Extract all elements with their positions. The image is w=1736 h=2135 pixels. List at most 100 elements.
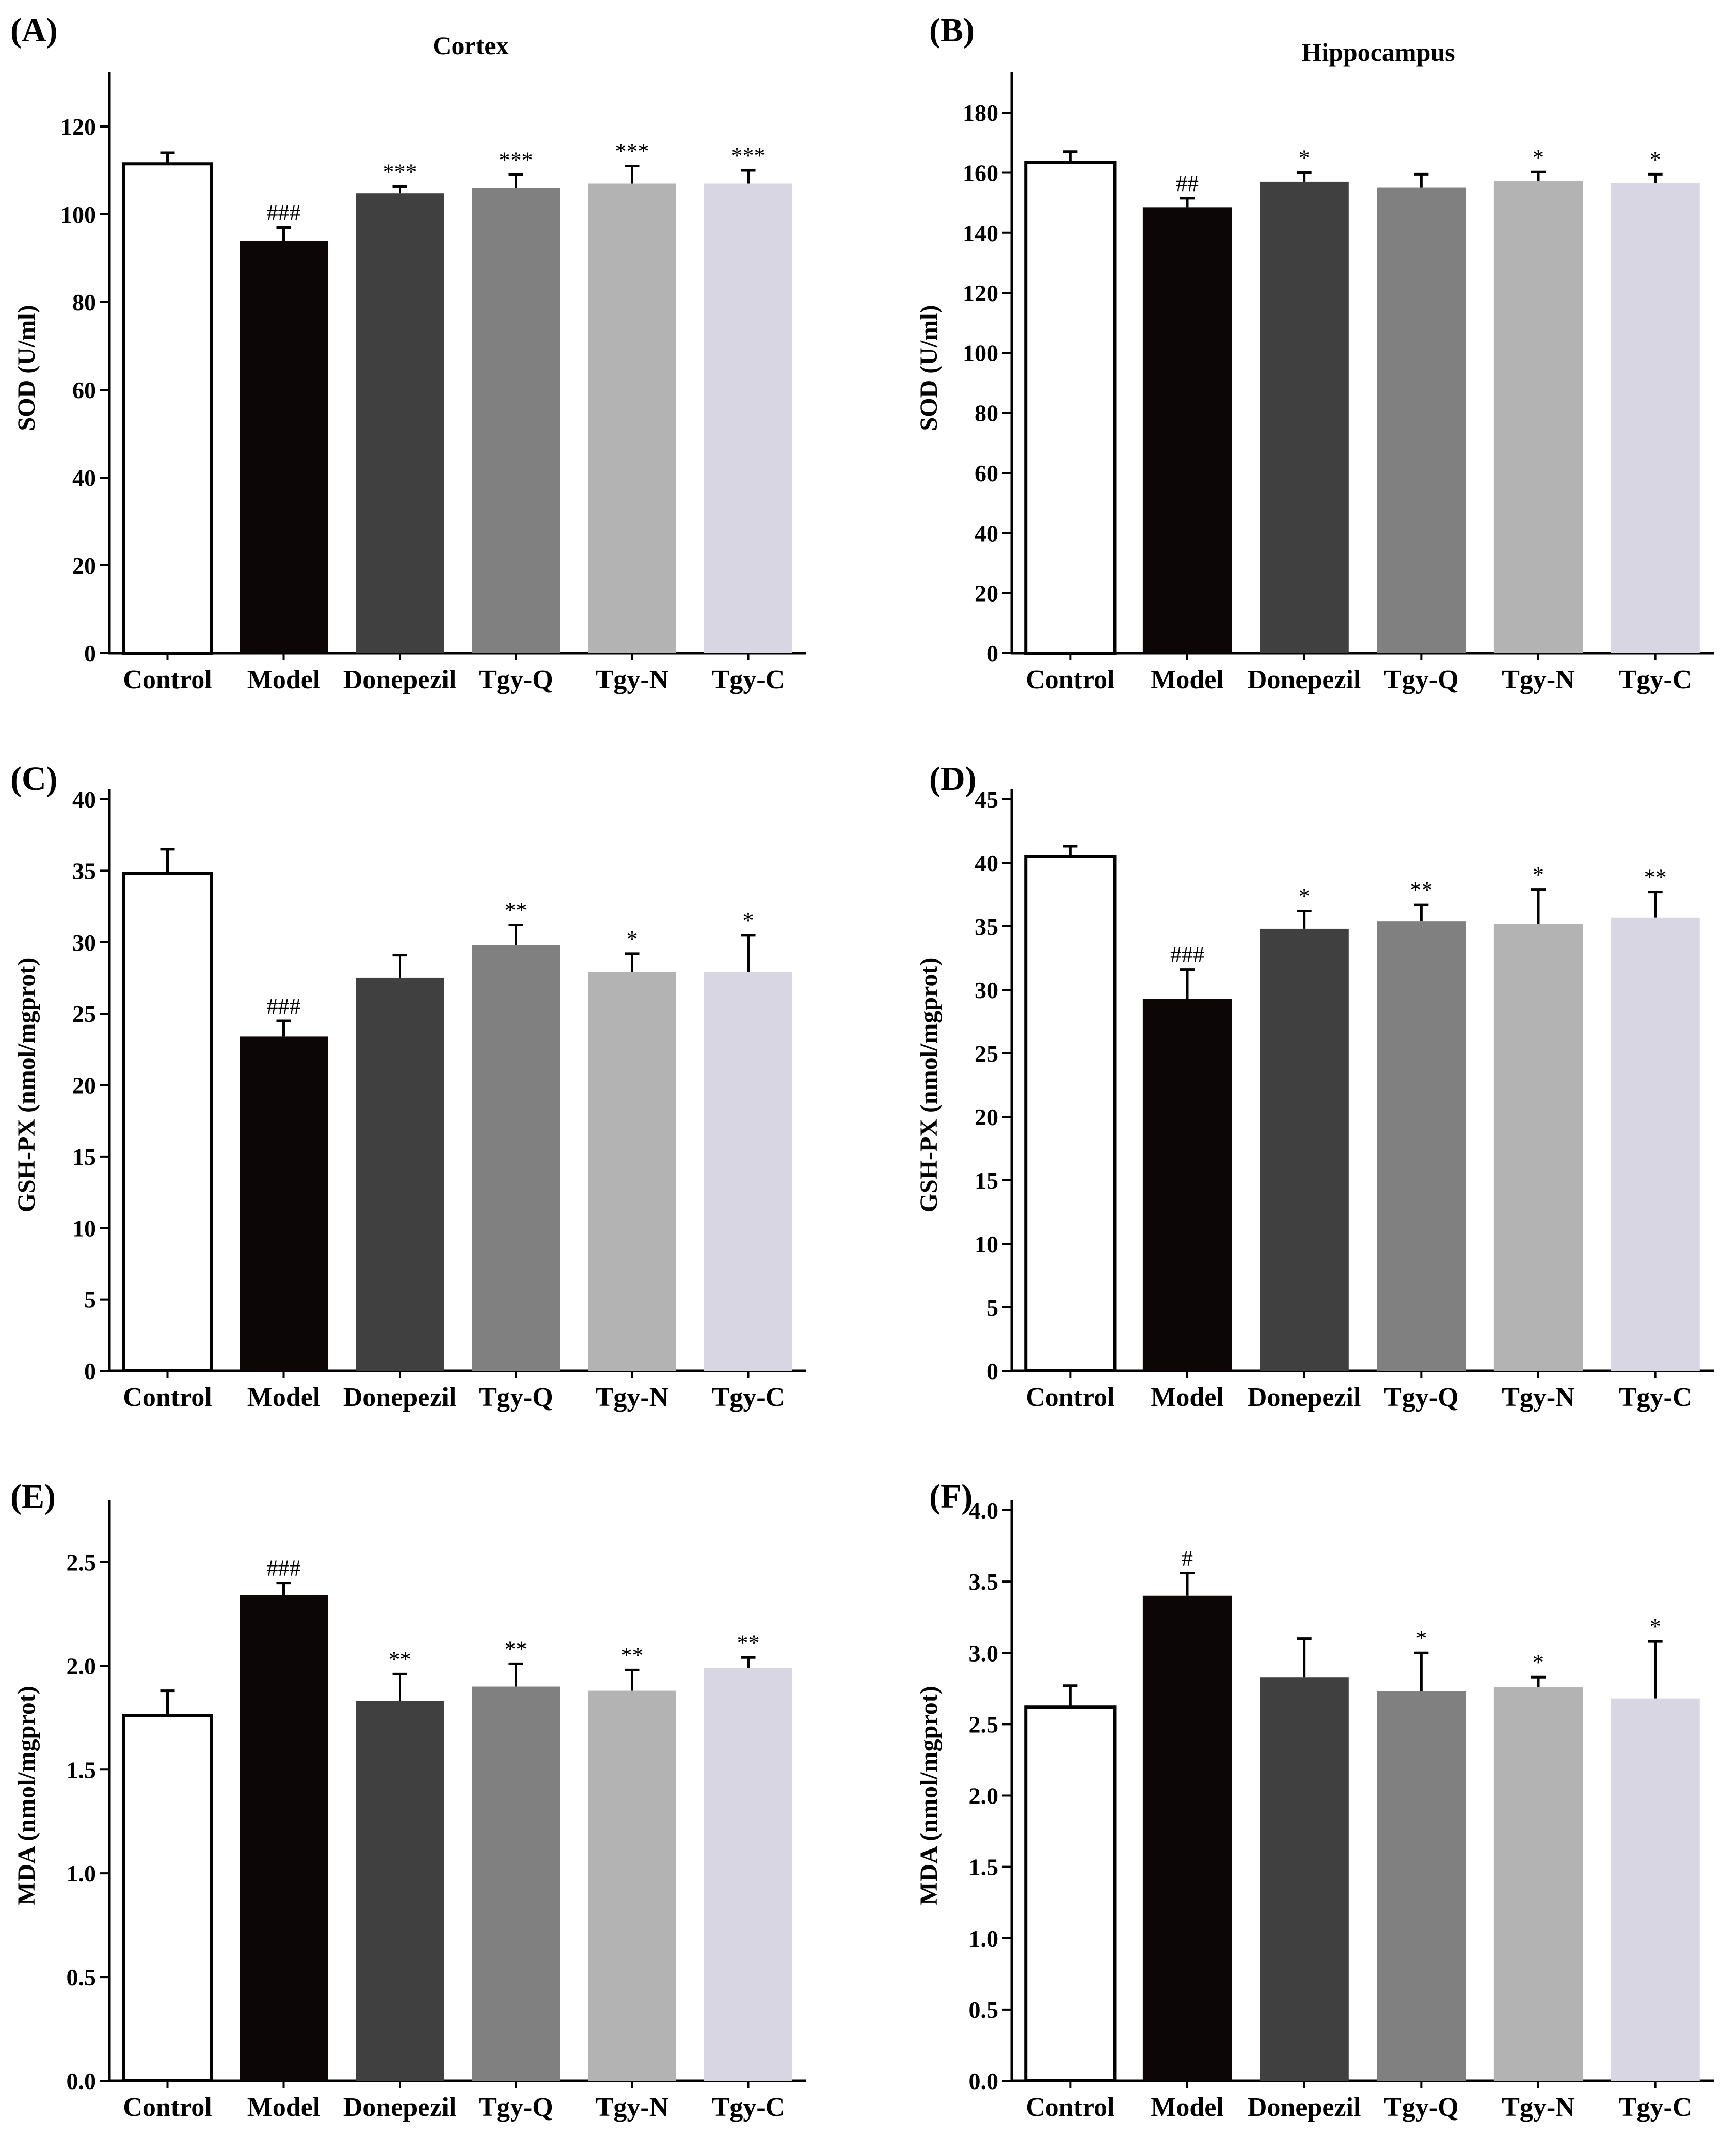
bar-f-tgy-n (1493, 1687, 1583, 2081)
bar-e-model (240, 1595, 328, 2081)
significance-label-f: * (1650, 1614, 1661, 1639)
x-tick-label-a: Control (123, 665, 212, 694)
y-tick-label-a: 60 (72, 377, 96, 403)
significance-label-b: * (1533, 145, 1544, 170)
y-tick-label-f: 0.5 (969, 1997, 999, 2023)
y-tick-label-c: 20 (72, 1072, 96, 1099)
x-tick-label-b: Tgy-Q (1384, 665, 1458, 694)
significance-label-a: *** (499, 148, 533, 173)
y-tick-label-b: 20 (975, 580, 998, 607)
bar-b-tgy-n (1493, 181, 1583, 653)
y-tick-label-d: 10 (975, 1231, 998, 1257)
y-tick-label-c: 10 (72, 1215, 96, 1241)
panel-label-f: (F) (929, 1478, 973, 1515)
y-tick-label-f: 2.5 (969, 1711, 999, 1737)
bar-b-tgy-q (1377, 187, 1466, 654)
bar-d-donepezil (1260, 928, 1349, 1371)
significance-label-c: * (627, 926, 638, 952)
bar-b-donepezil (1260, 181, 1349, 654)
significance-label-d: * (1533, 862, 1544, 888)
y-tick-label-e: 0.0 (67, 2068, 97, 2094)
significance-label-d: ** (1410, 877, 1432, 903)
significance-label-b: * (1650, 147, 1661, 172)
x-tick-label-e: Tgy-Q (479, 2093, 553, 2122)
x-tick-label-c: Tgy-N (596, 1383, 669, 1412)
bar-b-model (1142, 207, 1232, 654)
bar-a-donepezil (356, 193, 444, 653)
bar-c-tgy-q (472, 945, 560, 1371)
x-tick-label-a: Donepezil (343, 665, 457, 694)
x-tick-label-c: Model (247, 1383, 321, 1412)
x-tick-label-b: Model (1151, 665, 1224, 694)
significance-label-c: ** (505, 898, 528, 923)
panel-label-e: (E) (10, 1478, 56, 1515)
y-tick-label-c: 0 (84, 1358, 96, 1384)
significance-label-b: * (1299, 145, 1310, 170)
y-tick-label-e: 0.5 (67, 1964, 97, 1990)
y-tick-label-b: 140 (963, 220, 998, 246)
y-tick-label-d: 30 (975, 977, 998, 1003)
x-tick-label-a: Tgy-C (712, 665, 785, 694)
x-tick-label-f: Model (1151, 2093, 1224, 2122)
panel-label-b: (B) (929, 11, 975, 49)
significance-label-f: # (1182, 1546, 1193, 1571)
x-tick-label-c: Tgy-C (712, 1383, 785, 1412)
y-tick-label-a: 120 (60, 114, 96, 140)
bar-d-tgy-c (1611, 917, 1700, 1371)
x-tick-label-d: Tgy-C (1619, 1383, 1692, 1412)
x-tick-label-a: Model (247, 665, 321, 694)
significance-label-e: ** (505, 1636, 528, 1662)
y-tick-label-b: 120 (963, 280, 998, 306)
x-tick-label-d: Tgy-Q (1384, 1383, 1458, 1412)
y-tick-label-f: 4.0 (969, 1497, 999, 1524)
bar-a-model (240, 241, 328, 653)
bar-e-tgy-c (704, 1668, 792, 2081)
bar-c-donepezil (356, 977, 444, 1371)
y-tick-label-d: 20 (975, 1104, 998, 1130)
y-tick-label-b: 80 (975, 400, 998, 426)
bar-e-donepezil (356, 1701, 444, 2081)
panel-label-d: (D) (929, 760, 977, 798)
y-tick-label-d: 35 (975, 913, 998, 940)
y-tick-label-a: 80 (72, 289, 96, 315)
y-tick-label-b: 100 (963, 340, 998, 366)
x-tick-label-d: Donepezil (1248, 1383, 1361, 1412)
x-tick-label-d: Tgy-N (1502, 1383, 1575, 1412)
bar-a-tgy-c (704, 183, 792, 653)
y-tick-label-c: 15 (72, 1144, 96, 1170)
y-tick-label-d: 25 (975, 1040, 998, 1067)
y-tick-label-f: 2.0 (969, 1783, 999, 1809)
bar-d-tgy-q (1377, 921, 1466, 1371)
y-tick-label-a: 100 (60, 201, 96, 228)
y-tick-label-e: 1.5 (67, 1757, 97, 1783)
bar-f-control (1024, 1705, 1117, 2083)
y-tick-label-c: 5 (84, 1287, 96, 1313)
panel-label-c: (C) (10, 760, 58, 798)
panel-a: (A) Cortex 0 20 40 60 80 100 120 SOD (U/ml) Contro… (10, 11, 806, 694)
x-tick-label-b: Control (1026, 665, 1114, 694)
x-tick-label-c: Control (123, 1383, 212, 1412)
bar-e-tgy-q (472, 1686, 560, 2081)
x-tick-label-e: Donepezil (343, 2093, 457, 2122)
y-tick-label-c: 40 (72, 786, 96, 813)
y-tick-label-f: 3.0 (969, 1640, 999, 1666)
y-axis-label-b: SOD (U/ml) (915, 305, 943, 431)
x-tick-label-f: Donepezil (1248, 2093, 1361, 2122)
bar-f-tgy-c (1611, 1698, 1700, 2081)
x-tick-label-c: Donepezil (343, 1383, 457, 1412)
y-tick-label-e: 2.5 (67, 1549, 97, 1575)
x-tick-label-f: Tgy-C (1619, 2093, 1692, 2122)
y-tick-label-e: 2.0 (67, 1653, 97, 1679)
y-tick-label-d: 40 (975, 850, 998, 876)
x-tick-label-b: Tgy-C (1619, 665, 1692, 694)
y-tick-label-e: 1.0 (67, 1860, 97, 1887)
y-tick-label-c: 35 (72, 858, 96, 884)
significance-label-e: ** (389, 1647, 411, 1672)
x-tick-label-b: Donepezil (1248, 665, 1361, 694)
bar-a-tgy-n (588, 183, 676, 653)
panel-label-a: (A) (10, 11, 58, 49)
significance-label-f: * (1415, 1625, 1427, 1651)
bar-b-control (1024, 161, 1117, 655)
y-tick-label-f: 1.5 (969, 1854, 999, 1880)
bar-d-model (1142, 999, 1232, 1371)
